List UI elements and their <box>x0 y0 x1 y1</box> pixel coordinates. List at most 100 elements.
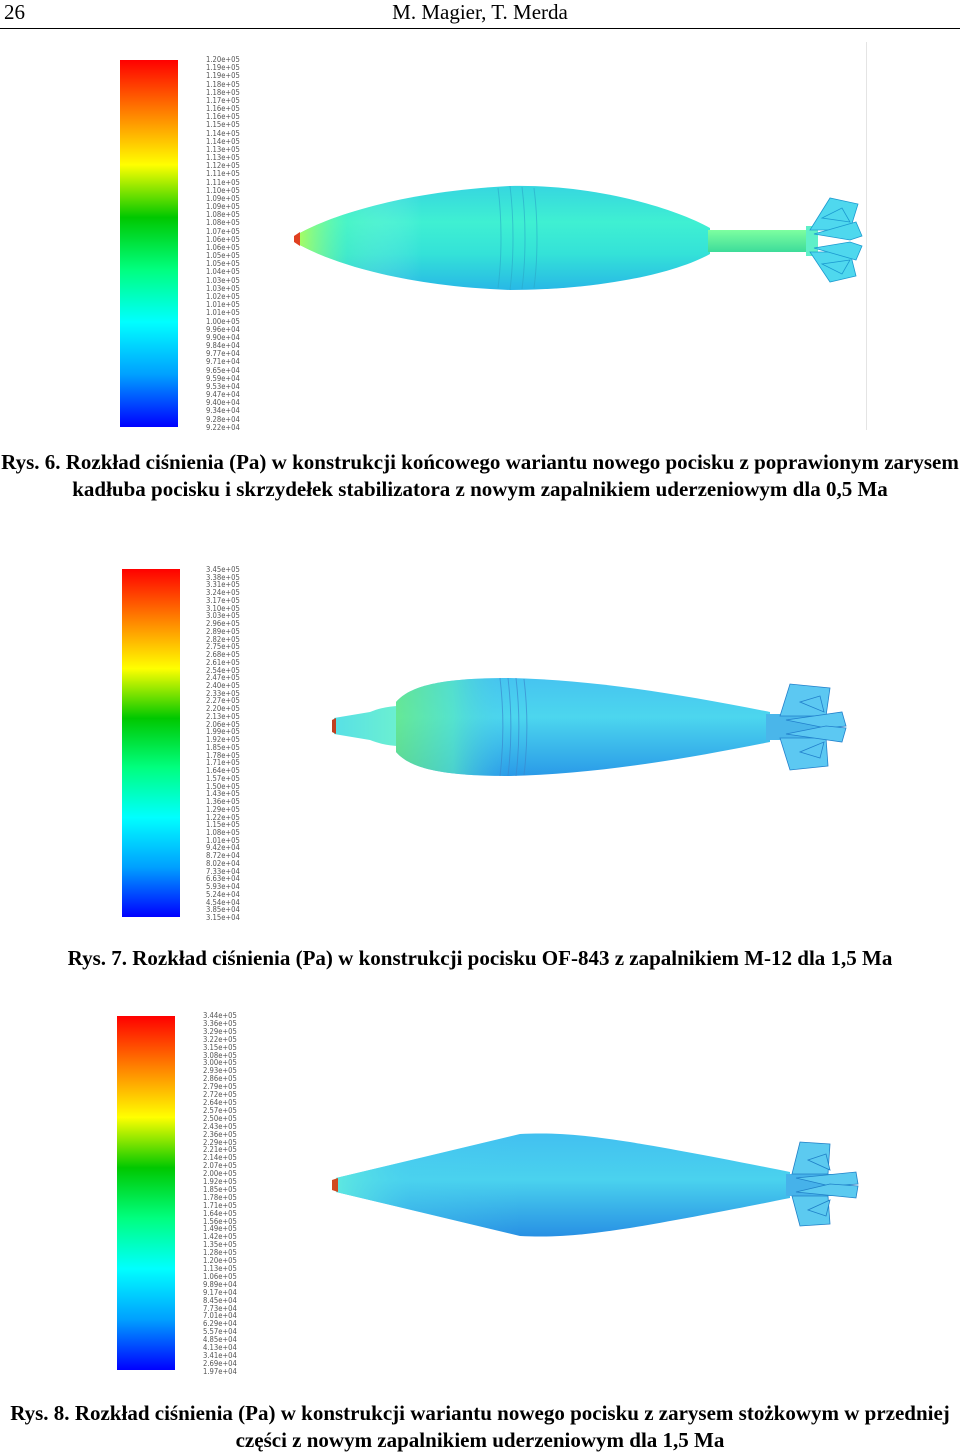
colorbar-tick-label: 9.40e+04 <box>206 398 240 408</box>
colorbar-tick-label: 3.17e+05 <box>206 595 240 605</box>
colorbar-tick-label: 1.56e+05 <box>203 1216 237 1226</box>
page-number: 26 <box>4 0 25 24</box>
colorbar-tick-label: 8.02e+04 <box>206 858 240 868</box>
colorbar-tick-label: 1.57e+05 <box>206 773 240 783</box>
colorbar-tick-label: 5.93e+04 <box>206 882 240 892</box>
stabilizer-fins <box>779 683 847 771</box>
colorbar-tick-label: 9.96e+04 <box>206 324 240 334</box>
nose-tip <box>332 1178 338 1192</box>
colorbar-ticks: 1.20e+05 1.19e+05 1.19e+05 1.18e+05 1.18e+05… <box>206 56 244 432</box>
colorbar-tick-label: 1.05e+05 <box>206 251 240 261</box>
colorbar-tick-label: 4.54e+04 <box>206 897 240 907</box>
nose-tip <box>332 718 336 734</box>
colorbar-tick-label: 1.11e+05 <box>206 177 240 187</box>
colorbar-tick-label: 2.13e+05 <box>206 711 240 721</box>
colorbar-tick-label: 1.99e+05 <box>206 727 240 737</box>
colorbar-tick-label: 1.14e+05 <box>206 136 240 146</box>
colorbar-tick-label: 1.42e+05 <box>203 1232 237 1242</box>
colorbar-tick-label: 1.15e+05 <box>206 120 240 130</box>
colorbar-tick-label: 1.09e+05 <box>206 193 240 203</box>
colorbar-tick-label: 1.10e+05 <box>206 185 240 195</box>
projectile-pressure-plot <box>332 1133 859 1237</box>
colorbar <box>122 569 180 917</box>
colorbar-tick-label: 4.13e+04 <box>203 1343 237 1353</box>
colorbar-tick-label: 1.85e+05 <box>206 742 240 752</box>
colorbar-ticks: 3.44e+05 3.36e+05 3.29e+05 3.22e+05 3.15e+05… <box>203 1012 241 1376</box>
colorbar-tick-label: 1.06e+05 <box>206 234 240 244</box>
colorbar <box>120 60 178 427</box>
colorbar-tick-label: 1.11e+05 <box>206 169 240 179</box>
stabilizer-fins <box>791 1141 859 1227</box>
colorbar-tick-label: 1.29e+05 <box>206 804 240 814</box>
colorbar-tick-label: 2.96e+05 <box>206 619 240 629</box>
colorbar-tick-label: 1.08e+05 <box>206 218 240 228</box>
colorbar-tick-label: 5.57e+04 <box>203 1327 237 1337</box>
colorbar-tick-label: 9.77e+04 <box>206 349 240 359</box>
colorbar-tick-label: 2.68e+05 <box>206 650 240 660</box>
colorbar-tick-label: 2.43e+05 <box>203 1121 237 1131</box>
colorbar-tick-label: 1.03e+05 <box>206 275 240 285</box>
plot-border <box>866 42 867 430</box>
caption-label: Rys. 7. <box>67 946 127 970</box>
colorbar-tick-label: 2.36e+05 <box>203 1129 237 1139</box>
colorbar-tick-label: 2.27e+05 <box>206 696 240 706</box>
colorbar-tick-label: 1.71e+05 <box>203 1200 237 1210</box>
figure-caption: Rys. 8. Rozkład ciśnienia (Pa) w konstru… <box>0 1400 960 1454</box>
caption-label: Rys. 6. <box>1 450 61 474</box>
colorbar-tick-label: 3.85e+04 <box>206 905 240 915</box>
colorbar-tick-label: 1.20e+05 <box>206 55 240 64</box>
colorbar-tick-label: 1.02e+05 <box>206 291 240 301</box>
colorbar-tick-label: 1.19e+05 <box>206 71 240 81</box>
colorbar-tick-label: 3.15e+04 <box>206 913 240 923</box>
figure-caption: Rys. 7. Rozkład ciśnienia (Pa) w konstru… <box>0 945 960 972</box>
colorbar-tick-label: 1.97e+04 <box>203 1366 237 1376</box>
colorbar-tick-label: 2.61e+05 <box>206 657 240 667</box>
colorbar-tick-label: 1.64e+05 <box>203 1208 237 1218</box>
caption-text: Rozkład ciśnienia (Pa) w konstrukcji poc… <box>132 946 893 970</box>
colorbar-tick-label: 9.47e+04 <box>206 390 240 400</box>
colorbar-tick-label: 2.75e+05 <box>206 642 240 652</box>
colorbar-tick-label: 1.16e+05 <box>206 112 240 122</box>
colorbar-tick-label: 9.34e+04 <box>206 406 240 416</box>
projectile-pressure-plot <box>332 677 847 777</box>
colorbar-tick-label: 1.28e+05 <box>203 1248 237 1258</box>
colorbar-tick-label: 7.73e+04 <box>203 1303 237 1313</box>
colorbar-tick-label: 2.82e+05 <box>206 634 240 644</box>
fuse <box>334 706 400 746</box>
colorbar-tick-label: 3.45e+05 <box>206 565 240 574</box>
nose-tip <box>294 232 300 246</box>
colorbar-tick-label: 1.09e+05 <box>206 202 240 212</box>
colorbar-tick-label: 1.15e+05 <box>206 820 240 830</box>
colorbar-tick-label: 2.14e+05 <box>203 1153 237 1163</box>
colorbar-tick-label: 1.19e+05 <box>206 63 240 73</box>
colorbar-tick-label: 8.45e+04 <box>203 1295 237 1305</box>
colorbar-tick-label: 1.18e+05 <box>206 87 240 97</box>
colorbar-tick-label: 1.07e+05 <box>206 226 240 236</box>
colorbar-tick-label: 3.24e+05 <box>206 588 240 598</box>
colorbar-tick-label: 2.86e+05 <box>203 1074 237 1084</box>
colorbar-tick-label: 1.35e+05 <box>203 1240 237 1250</box>
colorbar-tick-label: 3.00e+05 <box>203 1058 237 1068</box>
colorbar-tick-label: 1.49e+05 <box>203 1224 237 1234</box>
running-authors: M. Magier, T. Merda <box>392 0 568 24</box>
colorbar-tick-label: 1.01e+05 <box>206 835 240 845</box>
colorbar-tick-label: 1.36e+05 <box>206 797 240 807</box>
colorbar-tick-label: 2.50e+05 <box>203 1113 237 1123</box>
colorbar-tick-label: 3.41e+04 <box>203 1350 237 1360</box>
colorbar-tick-label: 1.22e+05 <box>206 812 240 822</box>
colorbar-tick-label: 2.20e+05 <box>206 704 240 714</box>
projectile-pressure-plot <box>294 185 863 291</box>
colorbar-tick-label: 2.33e+05 <box>206 688 240 698</box>
colorbar-tick-label: 1.06e+05 <box>206 242 240 252</box>
colorbar-tick-label: 9.59e+04 <box>206 373 240 383</box>
colorbar-tick-label: 9.22e+04 <box>206 422 240 432</box>
colorbar-tick-label: 7.33e+04 <box>206 866 240 876</box>
colorbar-tick-label: 3.15e+05 <box>203 1042 237 1052</box>
colorbar-tick-label: 1.78e+05 <box>203 1192 237 1202</box>
colorbar-tick-label: 2.89e+05 <box>206 626 240 636</box>
colorbar-tick-label: 1.13e+05 <box>203 1264 237 1273</box>
colorbar-tick-label: 1.20e+05 <box>203 1256 237 1266</box>
colorbar-tick-label: 2.00e+05 <box>203 1169 237 1179</box>
colorbar-tick-label: 9.53e+04 <box>206 381 240 391</box>
colorbar-tick-label: 1.92e+05 <box>203 1177 237 1187</box>
